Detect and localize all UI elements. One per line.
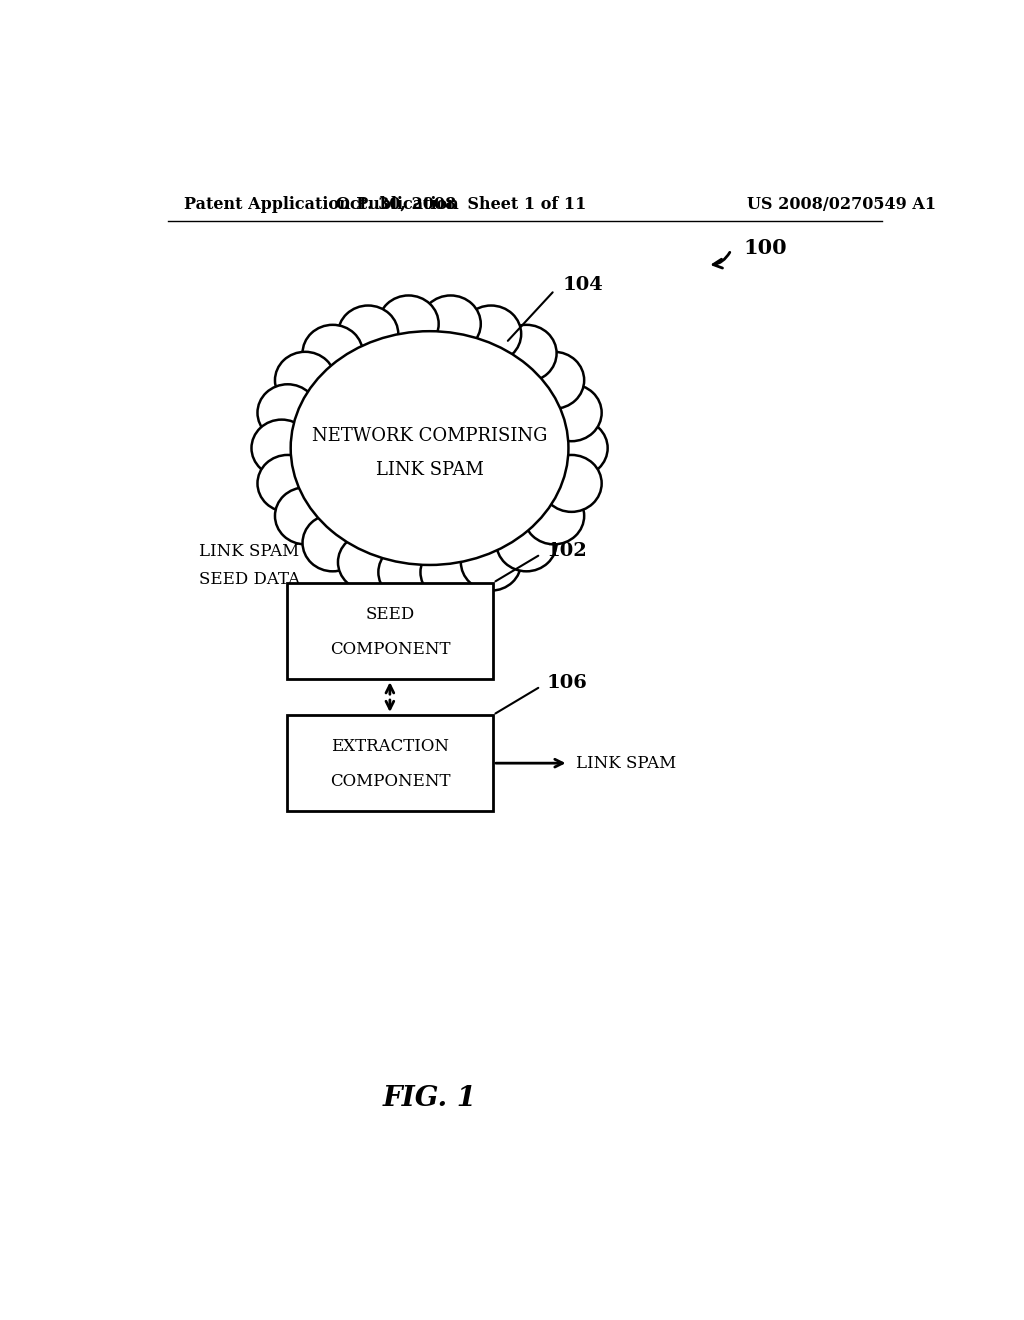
Text: Patent Application Publication: Patent Application Publication [183, 195, 459, 213]
Ellipse shape [291, 331, 568, 565]
Text: Oct. 30, 2008  Sheet 1 of 11: Oct. 30, 2008 Sheet 1 of 11 [336, 195, 587, 213]
Ellipse shape [338, 533, 398, 590]
Text: FIG. 1: FIG. 1 [383, 1085, 476, 1111]
Text: LINK SPAM: LINK SPAM [376, 462, 483, 479]
FancyBboxPatch shape [287, 715, 494, 812]
Text: US 2008/0270549 A1: US 2008/0270549 A1 [748, 195, 936, 213]
FancyBboxPatch shape [287, 582, 494, 680]
Ellipse shape [524, 352, 584, 409]
Text: NETWORK COMPRISING: NETWORK COMPRISING [312, 426, 547, 445]
Ellipse shape [421, 544, 481, 601]
Ellipse shape [378, 544, 438, 601]
Text: EXTRACTION: EXTRACTION [331, 738, 449, 755]
Ellipse shape [275, 487, 335, 544]
Ellipse shape [461, 305, 521, 363]
Text: 104: 104 [562, 276, 603, 294]
Ellipse shape [421, 296, 481, 352]
Ellipse shape [461, 533, 521, 590]
Text: 106: 106 [547, 675, 588, 693]
Ellipse shape [542, 455, 602, 512]
Text: COMPONENT: COMPONENT [330, 774, 451, 789]
Ellipse shape [275, 352, 335, 409]
Ellipse shape [302, 325, 362, 381]
Ellipse shape [497, 325, 557, 381]
Ellipse shape [257, 455, 317, 512]
Ellipse shape [497, 515, 557, 572]
Text: SEED DATA: SEED DATA [200, 572, 301, 589]
Text: LINK SPAM: LINK SPAM [200, 543, 300, 560]
Text: COMPONENT: COMPONENT [330, 640, 451, 657]
Ellipse shape [378, 296, 438, 352]
Ellipse shape [548, 420, 607, 477]
Ellipse shape [302, 515, 362, 572]
Text: SEED: SEED [366, 606, 415, 623]
Text: 102: 102 [547, 543, 588, 560]
Ellipse shape [542, 384, 602, 441]
Text: LINK SPAM: LINK SPAM [577, 755, 677, 772]
Ellipse shape [252, 420, 311, 477]
Ellipse shape [524, 487, 584, 544]
Text: 100: 100 [743, 238, 786, 257]
Ellipse shape [257, 384, 317, 441]
Ellipse shape [338, 305, 398, 363]
